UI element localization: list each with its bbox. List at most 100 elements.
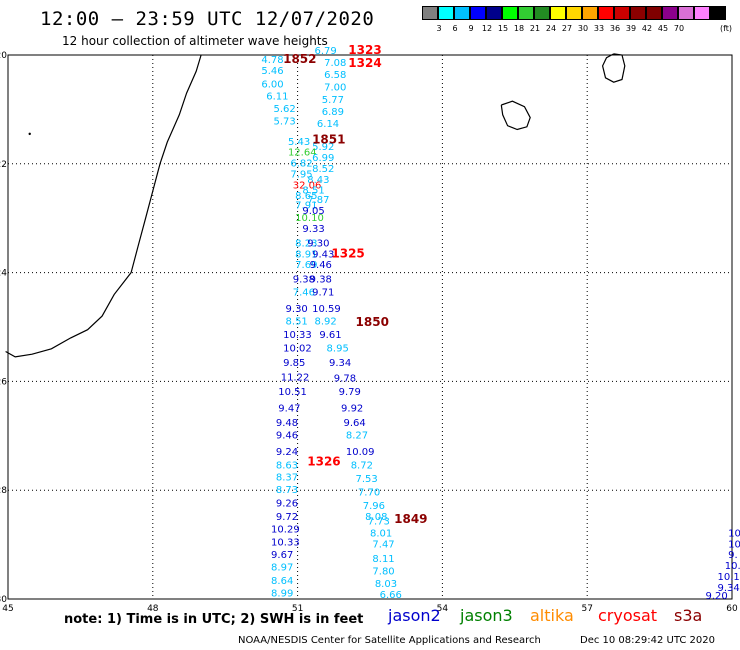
swh-reading: 4.78 xyxy=(261,55,283,66)
swh-reading: 5.46 xyxy=(261,66,283,77)
swh-reading: 8.01 xyxy=(370,528,392,539)
swh-reading: 5.43 xyxy=(288,137,310,148)
satellite-cryosat: cryosat xyxy=(598,606,658,625)
swh-reading: 8.64 xyxy=(271,576,293,587)
swh-reading: 10 xyxy=(728,528,740,539)
map-subtitle: 12 hour collection of altimeter wave hei… xyxy=(62,34,328,48)
swh-reading: 11.22 xyxy=(281,372,310,383)
swh-reading: 5.92 xyxy=(312,142,334,153)
legend-label: 27 xyxy=(561,24,573,33)
swh-reading: 9.61 xyxy=(319,330,341,341)
swh-reading: 6.14 xyxy=(317,119,339,130)
swh-reading: 9.20 xyxy=(705,591,727,602)
swh-reading: 7.46 xyxy=(293,287,315,298)
lat-tick-label: -26 xyxy=(0,377,7,387)
swh-reading: 9.43 xyxy=(312,249,334,260)
legend-label: 36 xyxy=(609,24,621,33)
swh-reading: 9. xyxy=(728,550,738,561)
lat-tick-label: -22 xyxy=(0,160,7,170)
swh-reading: 9.71 xyxy=(312,287,334,298)
pass-label: 1850 xyxy=(356,315,389,329)
swh-reading: 7.91 xyxy=(295,200,317,211)
swh-reading: 7.53 xyxy=(356,474,378,485)
legend-label: 24 xyxy=(545,24,557,33)
legend-label: 45 xyxy=(657,24,669,33)
swh-reading: 5.62 xyxy=(273,104,295,115)
lat-tick-label: -20 xyxy=(0,51,7,61)
swh-reading: 9.38 xyxy=(310,274,332,285)
swh-reading: 9.78 xyxy=(334,373,356,384)
swh-reading: 8.72 xyxy=(351,460,373,471)
swh-reading: 10.18 xyxy=(718,572,740,583)
lat-tick-label: -24 xyxy=(0,269,7,279)
swh-reading: 9.48 xyxy=(276,418,298,429)
legend-label: 15 xyxy=(497,24,509,33)
swh-reading: 10 xyxy=(728,539,740,550)
swh-reading: 8.37 xyxy=(276,472,298,483)
swh-reading: 8.91 xyxy=(295,249,317,260)
pass-label: 1324 xyxy=(348,56,381,70)
swh-reading: 10.33 xyxy=(283,330,312,341)
swh-reading: 9.33 xyxy=(302,224,324,235)
swh-reading: 6.79 xyxy=(314,46,336,57)
swh-reading: 9.85 xyxy=(283,358,305,369)
swh-reading: 9.79 xyxy=(339,387,361,398)
legend-swatch xyxy=(694,6,710,20)
legend-label: 39 xyxy=(625,24,637,33)
swh-reading: 10.51 xyxy=(278,387,307,398)
swh-reading: 5.73 xyxy=(273,117,295,128)
legend-swatch xyxy=(678,6,694,20)
mauritius-coastline xyxy=(601,53,626,83)
swh-reading: 8.23 xyxy=(295,238,317,249)
swh-reading: 7.70 xyxy=(358,488,380,499)
swh-reading: 7.08 xyxy=(324,58,346,69)
legend-label: 6 xyxy=(452,24,458,33)
swh-reading: 9.72 xyxy=(276,512,298,523)
swh-reading: 8.51 xyxy=(302,186,324,197)
lat-tick-label: -30 xyxy=(0,595,7,605)
swh-reading: 9.26 xyxy=(276,499,298,510)
lon-tick-label: 51 xyxy=(292,604,303,614)
swh-reading: 6.00 xyxy=(261,80,283,91)
pass-label: 1323 xyxy=(348,43,381,57)
swh-reading: 7.00 xyxy=(324,82,346,93)
satellite-jason3: jason3 xyxy=(460,606,513,625)
lon-tick-label: 48 xyxy=(147,604,159,614)
swh-reading: 6.99 xyxy=(312,153,334,164)
pass-label: 1326 xyxy=(307,455,340,469)
legend-label: 21 xyxy=(529,24,541,33)
swh-reading: 8.65 xyxy=(295,191,317,202)
swh-reading: 9.38 xyxy=(293,274,315,285)
lon-tick-label: 54 xyxy=(437,604,449,614)
swh-reading: 8.43 xyxy=(307,175,329,186)
reunion-coastline xyxy=(500,100,531,131)
swh-reading: 9.34 xyxy=(329,358,351,369)
swh-reading: 32.06 xyxy=(293,180,322,191)
swh-reading: 9.46 xyxy=(310,260,332,271)
swh-reading: 8.63 xyxy=(276,460,298,471)
swh-reading: 9.30 xyxy=(307,238,329,249)
swh-reading: 6.58 xyxy=(324,70,346,81)
swh-reading: 9.47 xyxy=(278,403,300,414)
swh-reading: 10.0 xyxy=(725,561,740,572)
legend-swatch xyxy=(598,6,614,20)
legend-label: 12 xyxy=(481,24,493,33)
legend-swatch xyxy=(454,6,470,20)
swh-reading: 9.30 xyxy=(286,304,308,315)
pass-label: 1852 xyxy=(283,52,316,66)
swh-reading: 6.89 xyxy=(322,107,344,118)
swh-reading: 10.33 xyxy=(271,538,300,549)
pass-label: 1851 xyxy=(312,133,345,147)
legend-label: 3 xyxy=(436,24,442,33)
swh-reading: 9.67 xyxy=(271,550,293,561)
legend-swatch xyxy=(502,6,518,20)
swh-reading: 9.46 xyxy=(276,431,298,442)
legend-label: 33 xyxy=(593,24,605,33)
render-timestamp: Dec 10 08:29:42 UTC 2020 xyxy=(580,635,715,646)
legend-label: 30 xyxy=(577,24,589,33)
legend-swatch xyxy=(566,6,582,20)
legend-swatch xyxy=(710,6,726,20)
legend-swatch xyxy=(486,6,502,20)
swh-reading: 8.11 xyxy=(372,554,394,565)
